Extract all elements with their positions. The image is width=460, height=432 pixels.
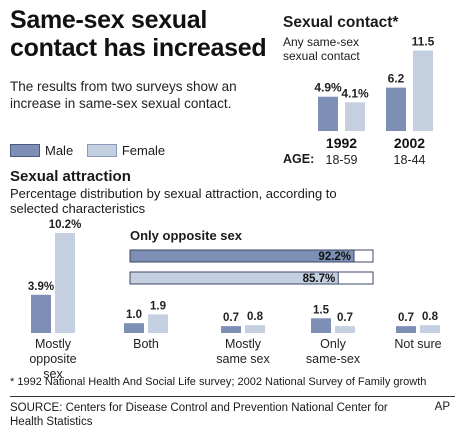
category-label-mostly-opposite-sex-line-1: Mostly bbox=[35, 337, 72, 351]
divider bbox=[10, 396, 455, 397]
contact-chart-title: Sexual contact* bbox=[283, 14, 399, 31]
category-label-mostly-same-sex-line-2: same sex bbox=[216, 352, 270, 366]
bar-attraction-male-only-same-sex bbox=[311, 318, 331, 333]
age-label: AGE: bbox=[283, 152, 315, 166]
legend-label-female: Female bbox=[121, 143, 166, 158]
intro-text: The results from two surveys show an inc… bbox=[10, 79, 237, 111]
data-label-attraction-female-not-sure: 0.8 bbox=[422, 311, 439, 323]
data-label-attraction-female-mostly-same-sex: 0.8 bbox=[247, 311, 264, 323]
category-label-only-same-sex-line-1: Only bbox=[320, 337, 346, 351]
legend-item-female: Female bbox=[86, 143, 166, 158]
data-label-attraction-male-both: 1.0 bbox=[126, 309, 142, 321]
legend-swatch-male bbox=[10, 144, 40, 157]
credit: AP bbox=[434, 401, 450, 413]
age-range-1992: 18-59 bbox=[326, 153, 358, 167]
bar-opposite-male bbox=[129, 249, 355, 263]
bar-attraction-male-mostly-opposite-sex bbox=[31, 294, 51, 333]
category-label-mostly-same-sex-line-1: Mostly bbox=[225, 337, 262, 351]
data-label-attraction-male-mostly-opposite-sex: 3.9% bbox=[28, 281, 54, 293]
bar-contact-male-2002 bbox=[386, 87, 406, 131]
bar-contact-male-1992 bbox=[318, 96, 338, 131]
category-label-mostly-opposite-sex-line-3: sex bbox=[43, 367, 63, 381]
footnote: * 1992 National Health And Social Life s… bbox=[10, 376, 427, 388]
category-label-mostly-opposite-sex-line-2: opposite bbox=[29, 352, 76, 366]
category-label-both-line-1: Both bbox=[133, 337, 159, 351]
data-label-attraction-female-both: 1.9 bbox=[150, 300, 166, 312]
legend-label-male: Male bbox=[45, 143, 74, 158]
data-label-contact-male-1992: 4.9% bbox=[314, 81, 342, 95]
page-title: Same-sex sexual contact has increased bbox=[10, 6, 267, 62]
category-label-not-sure-line-1: Not sure bbox=[394, 337, 441, 351]
bar-contact-female-1992 bbox=[345, 102, 365, 131]
bar-opposite-female bbox=[129, 271, 339, 285]
bar-attraction-female-only-same-sex bbox=[335, 326, 355, 333]
category-label-2002: 2002 bbox=[394, 135, 425, 151]
data-label-opposite-male: 92.2% bbox=[318, 251, 351, 263]
data-label-contact-female-2002: 11.5 bbox=[412, 35, 435, 49]
contact-chart-subtitle: Any same-sex sexual contact bbox=[283, 35, 360, 63]
data-label-attraction-female-mostly-opposite-sex: 10.2% bbox=[49, 219, 82, 231]
data-label-attraction-male-only-same-sex: 1.5 bbox=[313, 304, 330, 316]
attraction-chart-title: Sexual attraction bbox=[10, 168, 131, 185]
bar-attraction-male-not-sure bbox=[396, 326, 416, 333]
bar-contact-female-2002 bbox=[413, 50, 433, 131]
legend-item-male: Male bbox=[10, 143, 73, 158]
bar-attraction-female-both bbox=[148, 314, 168, 333]
bar-attraction-male-mostly-same-sex bbox=[221, 326, 241, 333]
opposite-sex-chart-title: Only opposite sex bbox=[130, 228, 242, 243]
age-range-2002: 18-44 bbox=[394, 153, 426, 167]
bar-attraction-female-not-sure bbox=[420, 325, 440, 333]
bar-attraction-female-mostly-opposite-sex bbox=[55, 233, 75, 333]
attraction-chart-subtitle: Percentage distribution by sexual attrac… bbox=[10, 186, 337, 216]
source-note: SOURCE: Centers for Disease Control and … bbox=[10, 402, 388, 428]
bar-attraction-male-both bbox=[124, 323, 144, 333]
data-label-opposite-female: 85.7% bbox=[303, 273, 336, 285]
data-label-attraction-male-not-sure: 0.7 bbox=[398, 312, 414, 324]
legend: Male Female bbox=[10, 143, 175, 160]
legend-swatch-female bbox=[86, 144, 117, 157]
category-label-1992: 1992 bbox=[326, 135, 357, 151]
bar-attraction-female-mostly-same-sex bbox=[245, 325, 265, 333]
data-label-contact-female-1992: 4.1% bbox=[341, 86, 369, 100]
data-label-contact-male-2002: 6.2 bbox=[388, 72, 405, 86]
data-label-attraction-female-only-same-sex: 0.7 bbox=[337, 312, 353, 324]
category-label-only-same-sex-line-2: same-sex bbox=[306, 352, 361, 366]
data-label-attraction-male-mostly-same-sex: 0.7 bbox=[223, 312, 239, 324]
